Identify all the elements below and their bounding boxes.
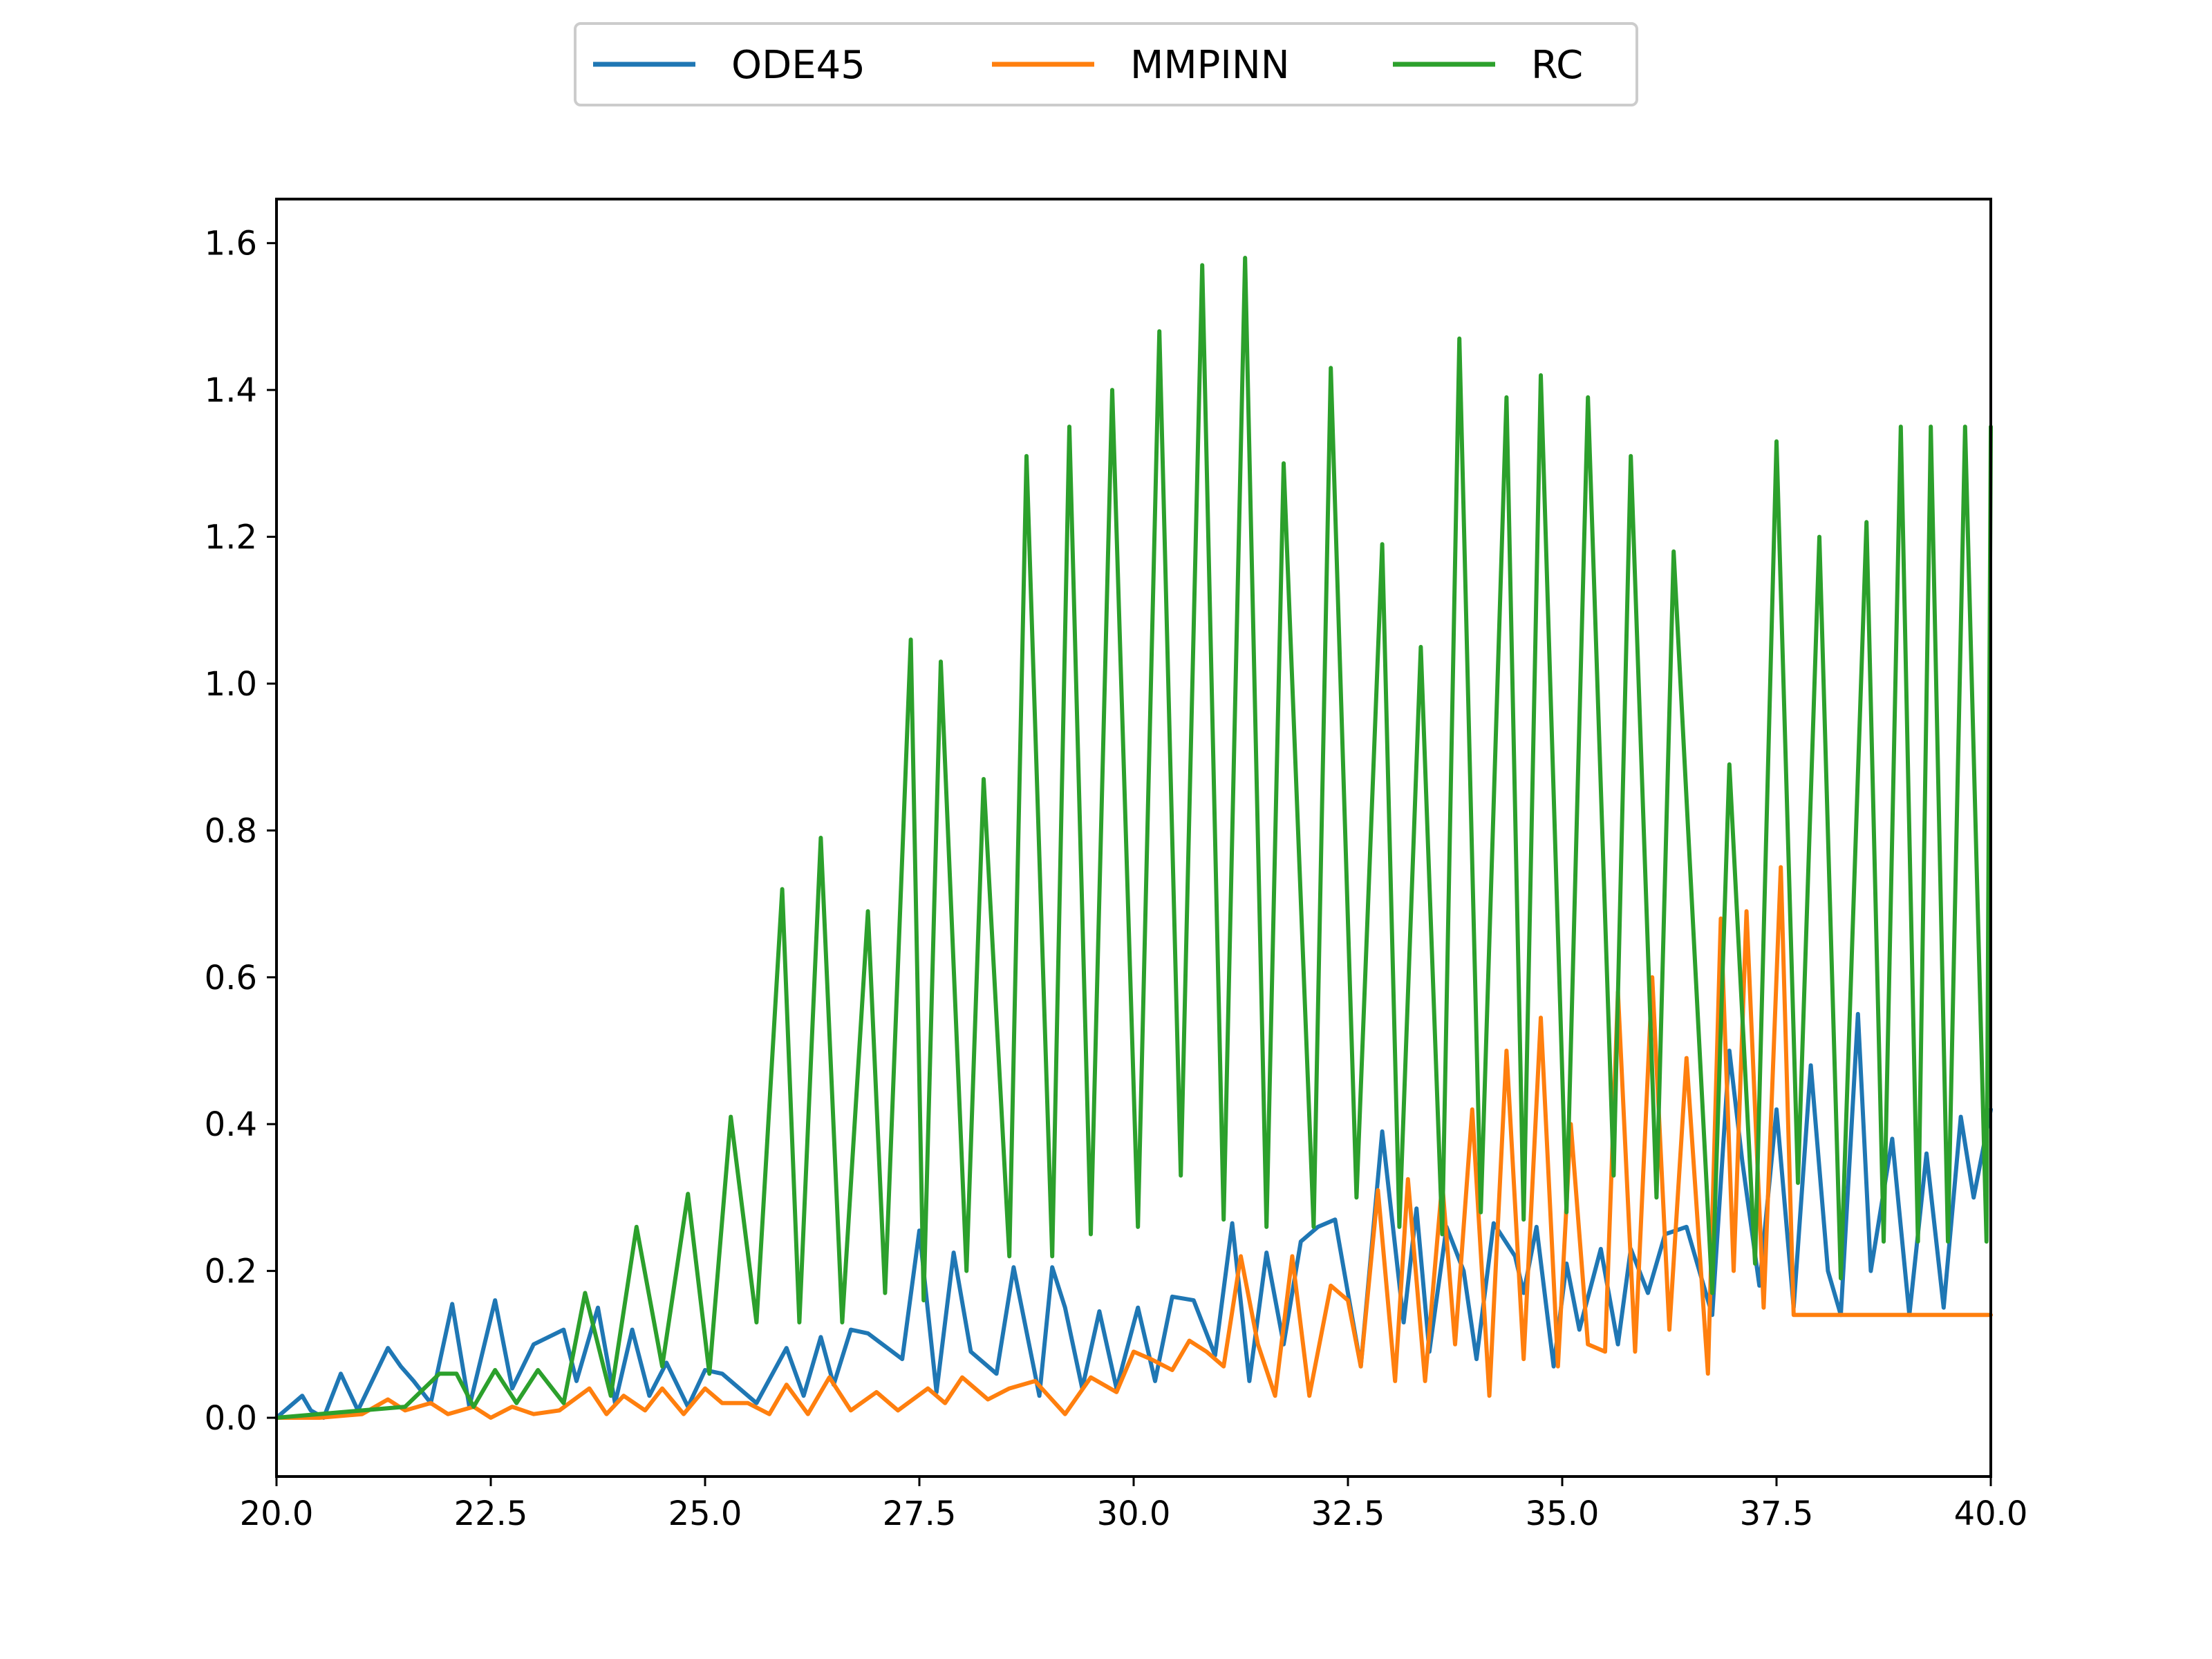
series-line-rc <box>274 256 1993 1420</box>
series-line-mmpinn <box>274 865 1993 1420</box>
y-tick-label: 1.6 <box>205 225 257 263</box>
x-tick-label: 30.0 <box>1097 1494 1171 1533</box>
x-tick-label: 27.5 <box>883 1494 957 1533</box>
y-tick-label: 0.4 <box>205 1105 257 1144</box>
y-tick-label: 0.0 <box>205 1399 257 1438</box>
legend-box <box>574 22 1638 106</box>
y-tick-label: 1.2 <box>205 518 257 557</box>
legend-label-rc: RC <box>1531 43 1583 88</box>
y-tick-label: 0.6 <box>205 959 257 997</box>
series-line-ode45 <box>274 1011 1993 1420</box>
x-tick-label: 35.0 <box>1526 1494 1600 1533</box>
legend-label-ode45: ODE45 <box>731 43 865 88</box>
x-tick-label: 20.0 <box>240 1494 314 1533</box>
x-tick-label: 25.0 <box>668 1494 742 1533</box>
x-tick-label: 22.5 <box>454 1494 528 1533</box>
x-axis: 20.0 22.5 25.0 27.5 30.0 32.5 35.0 37.5 40.0 <box>240 1477 2028 1533</box>
legend: ODE45 MMPINN RC <box>574 22 1638 106</box>
x-tick-label: 37.5 <box>1740 1494 1814 1533</box>
y-tick-label: 0.2 <box>205 1253 257 1291</box>
y-tick-label: 1.0 <box>205 665 257 704</box>
y-tick-label: 0.8 <box>205 812 257 850</box>
x-tick-label: 32.5 <box>1311 1494 1385 1533</box>
y-tick-label: 1.4 <box>205 371 257 410</box>
x-tick-label: 40.0 <box>1954 1494 2028 1533</box>
series-lines <box>274 256 1993 1420</box>
legend-label-mmpinn: MMPINN <box>1130 43 1290 88</box>
y-axis: 0.0 0.2 0.4 0.6 0.8 1.0 1.2 1.4 1.6 <box>205 225 276 1438</box>
